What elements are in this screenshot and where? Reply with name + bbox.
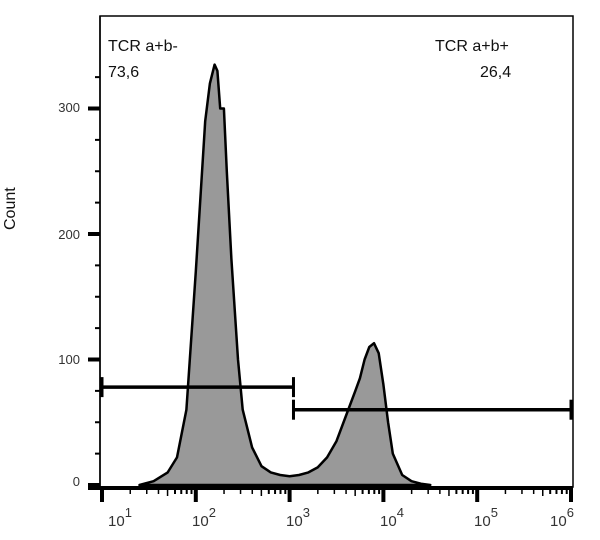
y-axis-ticks xyxy=(88,16,101,487)
x-tick-1e3: 103 xyxy=(286,505,310,530)
plot-frame xyxy=(99,15,574,488)
gate-right-name: TCR a+b+ xyxy=(435,38,509,55)
gates xyxy=(100,377,573,420)
y-tick-200: 200 xyxy=(58,227,80,242)
x-tick-1e5: 105 xyxy=(474,505,498,530)
gate-left-percent: 73,6 xyxy=(108,64,140,81)
y-axis-label: Count xyxy=(2,187,19,230)
y-tick-300: 300 xyxy=(58,100,80,115)
y-tick-0: 0 xyxy=(72,474,80,489)
x-tick-1e2: 102 xyxy=(192,505,216,530)
x-tick-1e4: 104 xyxy=(380,505,404,530)
y-tick-100: 100 xyxy=(58,352,80,367)
histogram-area xyxy=(138,63,432,487)
gate-right-percent: 26,4 xyxy=(480,64,512,81)
x-axis-ticks xyxy=(88,486,573,502)
gate-left-name: TCR a+b- xyxy=(108,38,178,55)
x-tick-1e1: 101 xyxy=(108,505,132,530)
x-tick-1e6: 106 xyxy=(550,505,574,530)
